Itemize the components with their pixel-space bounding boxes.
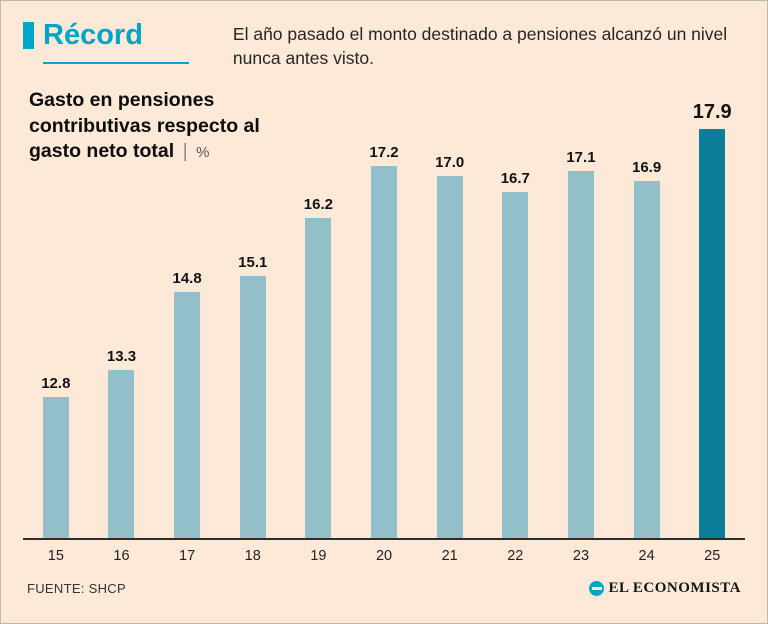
source-note: FUENTE: SHCP bbox=[27, 581, 126, 597]
x-axis: 15 16 17 18 19 20 21 22 23 24 25 bbox=[23, 538, 745, 564]
bar-value-label: 17.0 bbox=[435, 154, 465, 171]
x-tick-label: 23 bbox=[572, 548, 590, 565]
chart-title-text: Gasto en pensiones contributivas respect… bbox=[29, 89, 260, 162]
x-tick-label: 25 bbox=[704, 548, 721, 565]
chart-title-separator: | bbox=[182, 139, 188, 162]
chart-title-unit: % bbox=[196, 143, 210, 161]
x-tick-label: 24 bbox=[638, 548, 655, 565]
brand-name: EL ECONOMISTA bbox=[608, 580, 741, 597]
bar-value-label: 16.2 bbox=[303, 196, 333, 213]
bar-chart: Gasto en pensiones contributivas respect… bbox=[23, 86, 745, 564]
bar-value-label: 13.3 bbox=[106, 348, 137, 366]
x-tick-label: 20 bbox=[375, 548, 393, 565]
x-tick-label: 21 bbox=[441, 548, 458, 565]
lede-text: El año pasado el monto destinado a pensi… bbox=[232, 24, 728, 68]
bar bbox=[174, 291, 201, 539]
brand-logo: EL ECONOMISTA bbox=[588, 580, 742, 597]
bar-column: 12.8 bbox=[23, 375, 89, 539]
bar bbox=[239, 275, 266, 539]
bar-column: 17.9 bbox=[679, 101, 745, 539]
kicker-block: Récord bbox=[23, 19, 189, 64]
bar-column: 14.8 bbox=[154, 270, 220, 539]
plot-area: 12.8 13.3 14.8 15.1 16.2 17.2 17.0 16.7 17.1 16.9… bbox=[23, 86, 745, 539]
x-tick-label: 18 bbox=[244, 548, 261, 565]
x-tick-label: 22 bbox=[507, 548, 524, 565]
bar bbox=[502, 191, 529, 539]
bar bbox=[108, 370, 135, 539]
bar bbox=[567, 170, 594, 539]
bar-column: 17.1 bbox=[548, 149, 614, 539]
accent-bar bbox=[23, 22, 34, 49]
bar-column: 17.2 bbox=[351, 144, 417, 539]
bar-value-label: 17.2 bbox=[369, 143, 399, 161]
bar-value-label: 17.9 bbox=[692, 100, 732, 123]
bar-value-label: 16.9 bbox=[631, 159, 662, 177]
page-title: Récord bbox=[43, 19, 189, 64]
bar-column: 15.1 bbox=[220, 254, 286, 539]
bar-column: 16.2 bbox=[286, 196, 352, 539]
bar bbox=[699, 128, 726, 539]
bar-value-label: 17.1 bbox=[566, 148, 596, 166]
x-tick-label: 15 bbox=[47, 548, 64, 565]
bar-value-label: 12.8 bbox=[41, 374, 71, 392]
bar-column: 17.0 bbox=[417, 154, 483, 539]
bar bbox=[436, 176, 463, 539]
x-tick-label: 17 bbox=[179, 548, 196, 565]
bar-column: 16.7 bbox=[482, 170, 548, 539]
footer: FUENTE: SHCP EL ECONOMISTA bbox=[27, 580, 741, 597]
bar bbox=[305, 218, 332, 539]
bar bbox=[371, 165, 398, 539]
bar-column: 13.3 bbox=[89, 348, 155, 539]
chart-title: Gasto en pensiones contributivas respect… bbox=[29, 88, 279, 164]
brand-icon bbox=[588, 581, 604, 597]
bar-column: 16.9 bbox=[614, 159, 680, 539]
x-tick-label: 19 bbox=[310, 548, 327, 565]
bar bbox=[42, 396, 69, 539]
bar bbox=[633, 181, 660, 539]
bar-value-label: 16.7 bbox=[500, 169, 530, 187]
bar-value-label: 15.1 bbox=[238, 253, 268, 271]
bar-value-label: 14.8 bbox=[172, 269, 202, 287]
x-tick-label: 16 bbox=[113, 548, 130, 565]
header: Récord El año pasado el monto destinado … bbox=[1, 1, 767, 74]
